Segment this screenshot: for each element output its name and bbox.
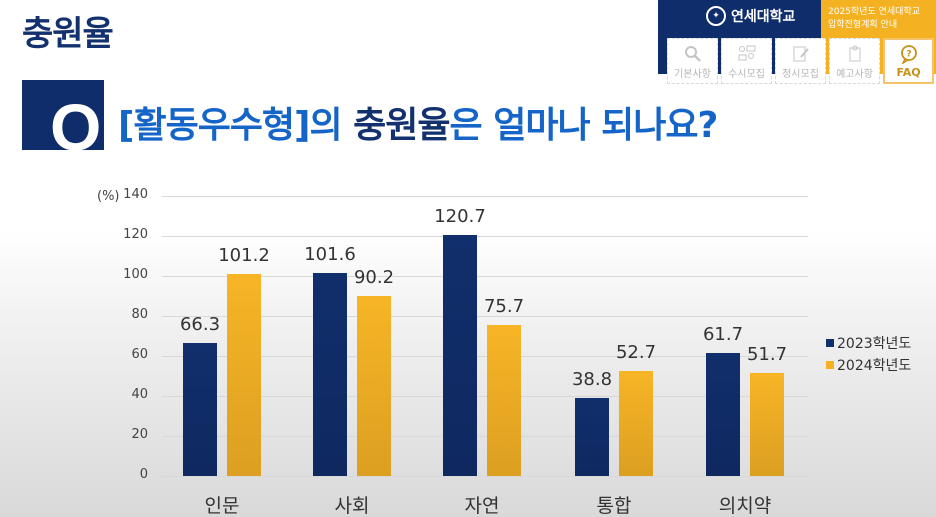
gridline [162,236,808,237]
data-label: 38.8 [571,369,613,391]
question-part-2: 충원율 [353,105,450,146]
gridline [162,196,808,197]
data-label: 52.7 [615,341,657,363]
nav-label: 정시모집 [782,69,819,80]
legend-item-2024: 2024학년도 [826,354,911,376]
legend-swatch [826,361,834,369]
y-tick-label: 100 [123,267,148,282]
people-chat-icon [738,45,755,61]
clipboard-icon [849,45,860,62]
nav-item-basic[interactable]: 기본사항 [667,38,718,84]
y-tick-label: 140 [123,187,148,202]
guide-line-1: 2025학년도 연세대학교 [828,7,921,17]
gridline [162,476,808,477]
nav-label: FAQ [896,66,921,79]
y-tick-label: 40 [131,387,148,402]
chart-legend: 2023학년도 2024학년도 [826,332,911,376]
nav-label: 예고사항 [836,69,873,80]
legend-label: 2023학년도 [837,336,912,352]
x-category-label: 사회 [334,495,370,517]
bar-2023학년도 [183,343,217,476]
y-tick-label: 80 [131,307,148,322]
legend-item-2023: 2023학년도 [826,332,911,354]
question-headline: [활동우수형]의 충원율은 얼마나 되나요? [118,104,719,148]
y-tick-label: 20 [131,427,148,442]
legend-label: 2024학년도 [837,358,912,374]
bar-2024학년도 [357,295,391,476]
y-axis-unit: (%) [97,189,120,204]
nav-label: 기본사항 [674,69,711,80]
y-tick-label: 60 [131,347,148,362]
nav-label: 수시모집 [728,69,765,80]
data-label: 101.6 [304,243,356,265]
y-tick-label: 120 [123,227,148,242]
bar-2023학년도 [706,352,740,476]
university-emblem-icon: ✦ [706,6,726,26]
x-category-label: 자연 [464,495,500,517]
bar-2024학년도 [227,273,261,476]
x-category-label: 통합 [596,495,632,517]
university-logo: ✦ 연세대학교 [706,6,795,26]
x-category-label: 의치약 [718,495,772,517]
x-category-label: 인문 [204,495,240,517]
guide-title: 2025학년도 연세대학교 입학전형계획 안내 [828,6,920,32]
data-label: 90.2 [353,266,395,288]
nav-menu: 기본사항 수시모집 정시모집 예고사항 ? FAQ [667,38,934,84]
gridline [162,316,808,317]
search-icon [684,46,701,62]
q-badge: Q [22,80,104,160]
gridline [162,356,808,357]
svg-text:?: ? [906,50,911,60]
nav-item-faq[interactable]: ? FAQ [883,38,934,84]
data-label: 75.7 [483,295,525,317]
bar-2024학년도 [487,324,521,476]
data-label: 120.7 [434,205,486,227]
question-part-1: [활동우수형]의 [118,105,354,146]
bar-2023학년도 [313,272,347,476]
legend-swatch [826,339,834,347]
question-part-3: 은 얼마나 되나요? [449,105,719,146]
bar-2024학년도 [619,370,653,476]
nav-item-regular[interactable]: 정시모집 [775,38,826,84]
bar-chart: (%) 0 20 40 60 80 100 120 140 66.3 101.2 인문 101.6 90… [0,180,936,517]
data-label: 51.7 [746,343,788,365]
nav-item-notice[interactable]: 예고사항 [829,38,880,84]
data-label: 61.7 [702,323,744,345]
page-title: 충원율 [22,14,114,54]
header-banner: ✦ 연세대학교 2025학년도 연세대학교 입학전형계획 안내 기본사항 수시모… [658,0,936,90]
gridline [162,436,808,437]
bar-2023학년도 [443,234,477,476]
data-label: 101.2 [218,244,270,266]
document-edit-icon [793,46,809,62]
bar-2024학년도 [750,372,784,476]
gridline [162,276,808,277]
gridline [162,396,808,397]
nav-item-early[interactable]: 수시모집 [721,38,772,84]
university-name: 연세대학교 [731,9,796,25]
y-tick-label: 0 [139,467,148,482]
q-letter: Q [50,90,102,164]
bar-2023학년도 [575,398,609,476]
question-bubble-icon: ? [900,45,917,64]
guide-line-2: 입학전형계획 안내 [828,20,898,30]
data-label: 66.3 [179,314,221,336]
